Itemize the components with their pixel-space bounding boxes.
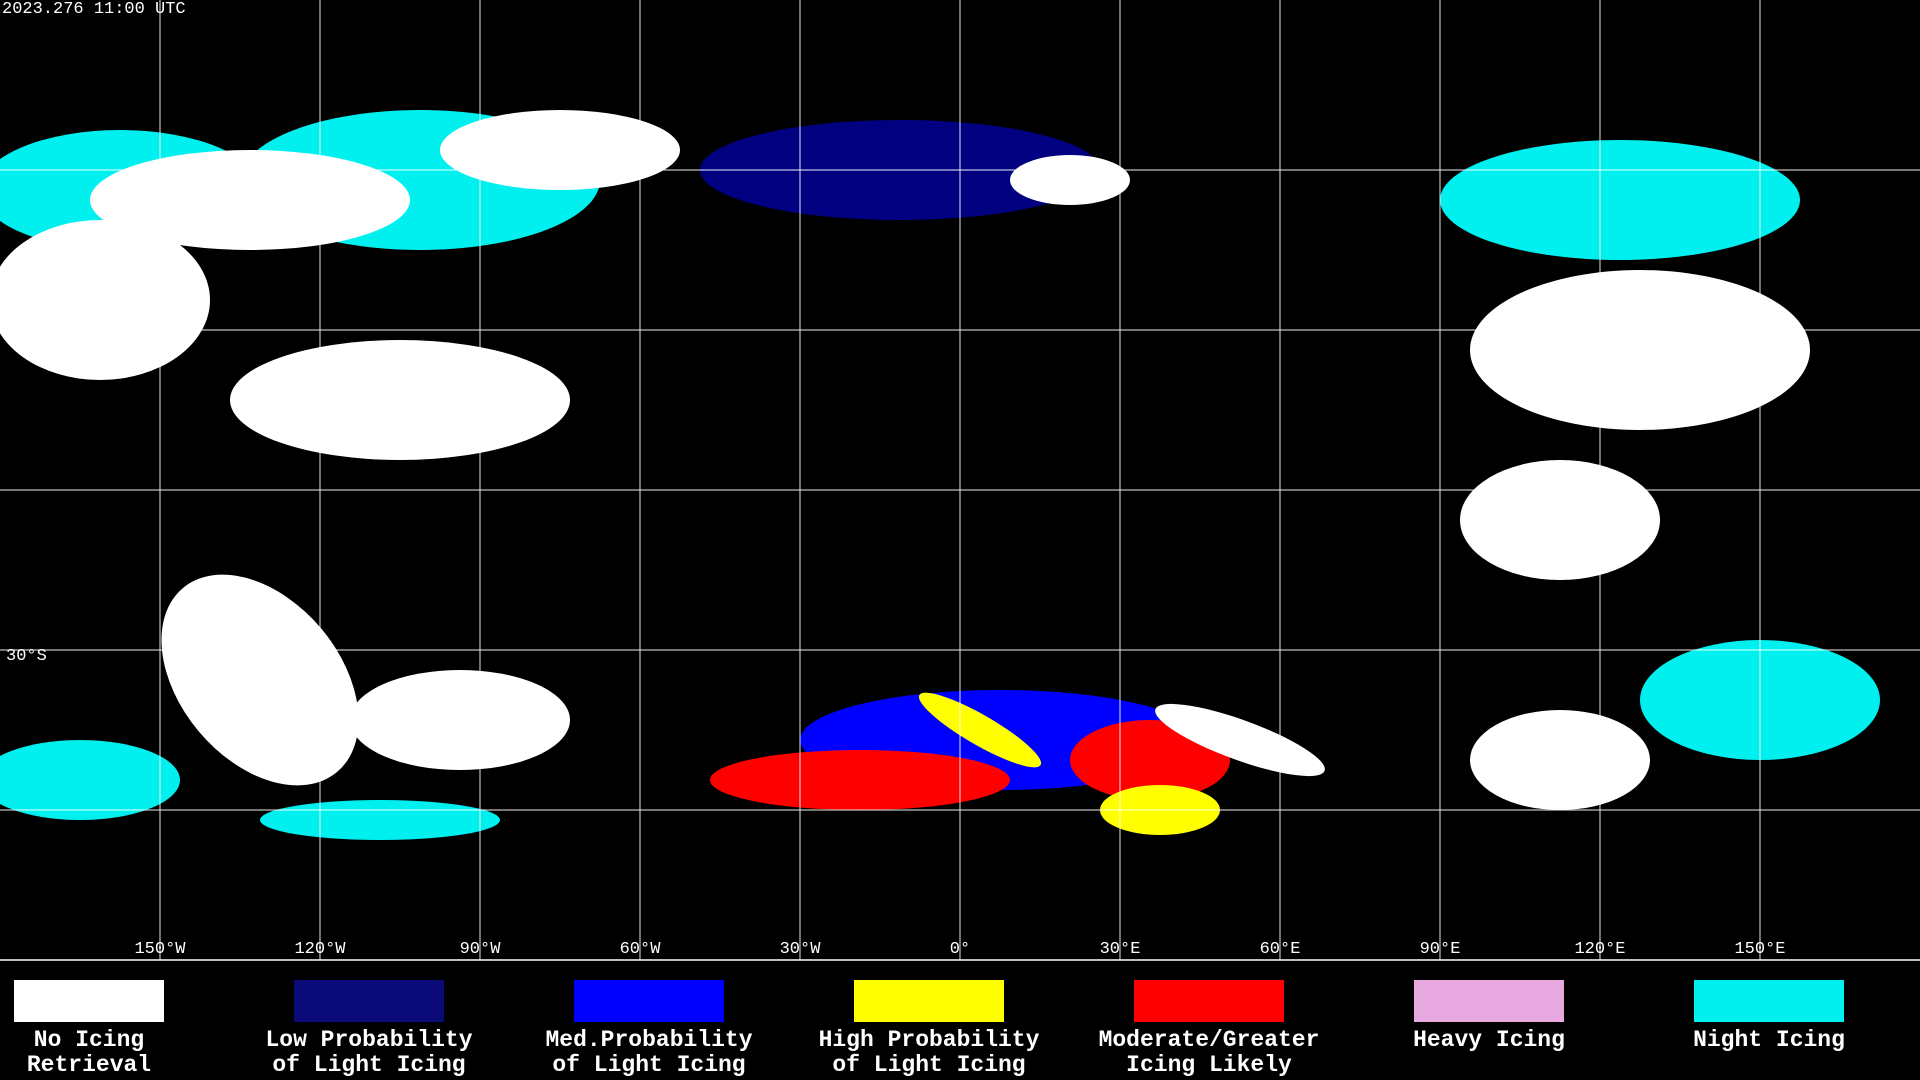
imagery — [0, 110, 1880, 840]
no-icing-area — [440, 110, 680, 190]
no-icing-area — [1460, 460, 1660, 580]
legend-label: of Light Icing — [272, 1052, 465, 1078]
legend-swatch — [14, 980, 164, 1022]
longitude-label: 90°E — [1420, 940, 1461, 959]
night-icing-area — [1440, 140, 1800, 260]
legend-swatch — [1414, 980, 1564, 1022]
legend-label: of Light Icing — [832, 1052, 1025, 1078]
legend-label: Moderate/Greater — [1099, 1027, 1320, 1053]
legend-swatch — [294, 980, 444, 1022]
no-icing-area — [90, 150, 410, 250]
no-icing-area — [1010, 155, 1130, 205]
no-icing-area — [1155, 703, 1325, 777]
longitude-label: 90°W — [460, 940, 502, 959]
legend-label: High Probability — [819, 1027, 1040, 1053]
legend-label: of Light Icing — [552, 1052, 745, 1078]
night-icing-area — [260, 800, 500, 840]
no-icing-area — [0, 220, 210, 380]
latitude-label: 30°S — [6, 647, 47, 666]
legend-label: Night Icing — [1693, 1027, 1845, 1053]
legend-swatch — [854, 980, 1004, 1022]
legend-label: Retrieval — [27, 1052, 151, 1078]
timestamp: 2023.276 11:00 UTC — [2, 0, 186, 19]
longitude-label: 150°W — [134, 940, 186, 959]
longitude-label: 120°E — [1574, 940, 1625, 959]
legend-label: Low Probability — [265, 1027, 472, 1053]
moderate-icing-area — [1070, 720, 1230, 800]
longitude-label: 30°E — [1100, 940, 1141, 959]
night-icing-area — [0, 740, 180, 820]
no-icing-area — [230, 340, 570, 460]
high-icing-area — [918, 692, 1042, 768]
no-icing-area — [1470, 710, 1650, 810]
no-icing-area — [350, 670, 570, 770]
longitude-label: 30°W — [780, 940, 822, 959]
legend-swatch — [1694, 980, 1844, 1022]
longitude-label: 60°E — [1260, 940, 1301, 959]
graticule — [0, 0, 1920, 961]
legend-swatch — [1134, 980, 1284, 1022]
moderate-icing-area — [710, 750, 1010, 810]
longitude-label: 150°E — [1734, 940, 1785, 959]
longitude-label: 0° — [950, 940, 970, 959]
legend-label: Icing Likely — [1126, 1052, 1292, 1078]
no-icing-area — [1470, 270, 1810, 430]
legend-label: Heavy Icing — [1413, 1027, 1565, 1053]
longitude-label: 60°W — [620, 940, 662, 959]
no-icing-area — [161, 574, 359, 786]
legend-label: Med.Probability — [545, 1027, 752, 1053]
legend-swatch — [574, 980, 724, 1022]
longitude-label: 120°W — [294, 940, 346, 959]
legend-label: No Icing — [34, 1027, 144, 1053]
